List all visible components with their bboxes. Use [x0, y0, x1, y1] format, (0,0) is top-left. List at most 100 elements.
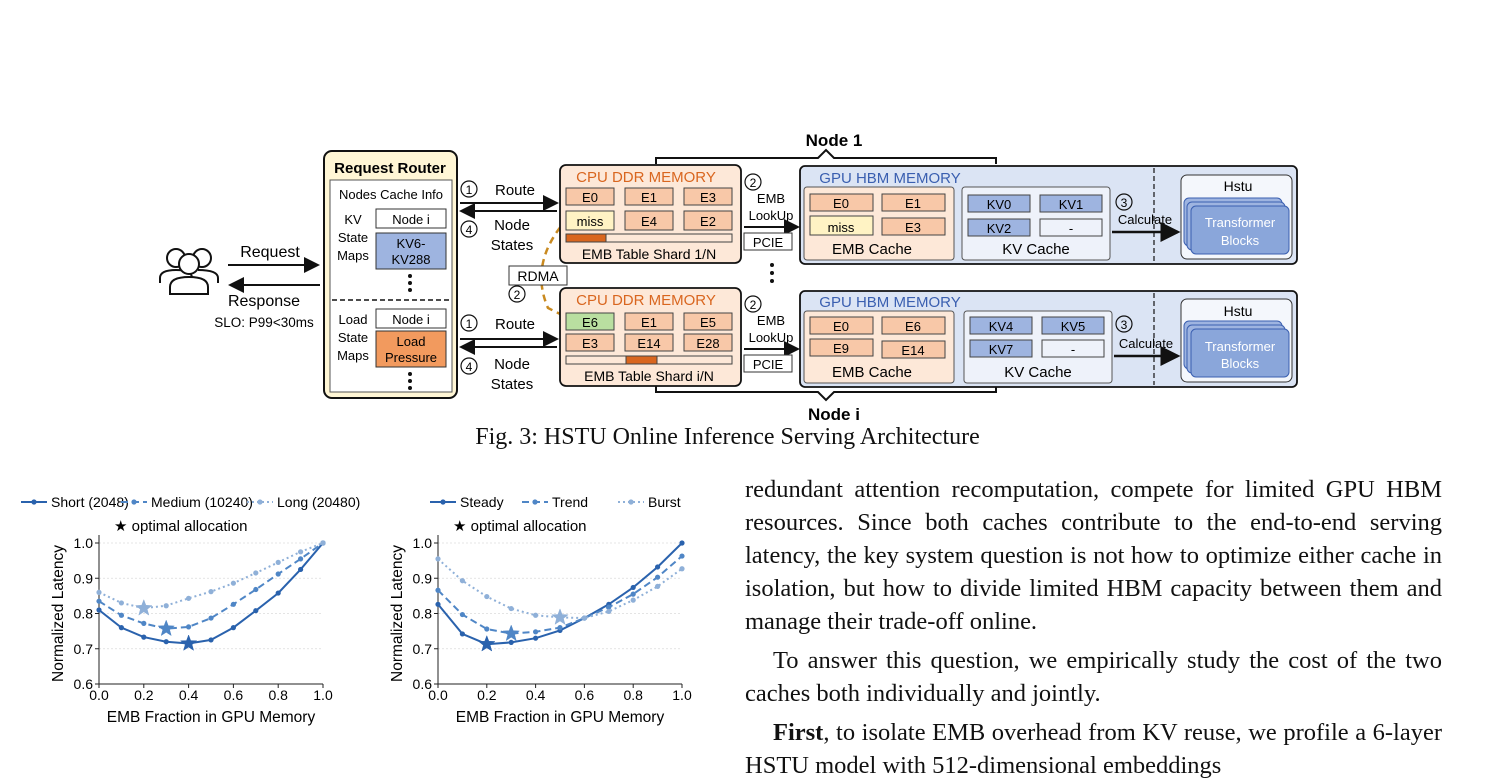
- gpu1-emb-cell: E0: [833, 196, 849, 211]
- node-states-top-1: Node: [494, 217, 530, 234]
- x-tick-label: 0.2: [134, 687, 154, 703]
- gpui-kv-cell: KV5: [1061, 319, 1086, 334]
- users-icon: [159, 248, 219, 295]
- gpui-emb-cell: E14: [901, 343, 924, 358]
- gpu1-kv-cell: KV0: [987, 197, 1012, 212]
- data-point: [655, 583, 661, 589]
- data-point: [298, 566, 304, 573]
- step-1-top: 1: [466, 183, 473, 197]
- legend-marker: [257, 499, 263, 505]
- step-2-node1: 2: [750, 176, 757, 190]
- gpui-kv-cell: KV4: [989, 319, 1014, 334]
- data-point: [96, 607, 102, 613]
- slo-label: SLO: P99<30ms: [214, 315, 314, 330]
- cpui-cell: E1: [641, 315, 657, 330]
- gpui-emb-cell: E0: [833, 319, 849, 334]
- legend-marker: [440, 499, 446, 505]
- y-axis-label: Normalized Latency: [389, 545, 406, 682]
- emb-lookup-node1-2: LookUp: [749, 208, 794, 223]
- emb-lookup-nodei-2: LookUp: [749, 330, 794, 345]
- gpu1-emb-cell: miss: [828, 220, 855, 235]
- cpui-shard-label: EMB Table Shard i/N: [584, 368, 714, 384]
- transformer-blocks-nodei-1: Transformer: [1205, 339, 1276, 354]
- router-node-i-bottom: Node i: [392, 312, 430, 327]
- kv-range-1: KV6-: [397, 236, 426, 251]
- load-state-maps-1: Load: [339, 312, 368, 327]
- data-point: [655, 574, 661, 580]
- data-point: [275, 590, 281, 596]
- data-point: [630, 591, 636, 597]
- data-point: [630, 597, 636, 603]
- gpu-hbm-nodei: GPU HBM MEMORY E0 E6 E9 E14 EMB Cache KV…: [799, 290, 1298, 388]
- x-tick-label: 1.0: [672, 687, 692, 703]
- data-point: [118, 625, 124, 631]
- data-point: [118, 612, 124, 618]
- data-point: [679, 540, 685, 546]
- cpu1-shard-label: EMB Table Shard 1/N: [582, 246, 716, 262]
- data-point: [533, 629, 539, 635]
- gpui-emb-cell: E6: [905, 319, 921, 334]
- step-2-nodei: 2: [750, 298, 757, 312]
- paragraph: To answer this question, we empirically …: [745, 647, 1442, 707]
- data-point: [253, 570, 259, 576]
- node1-brace: [655, 148, 997, 164]
- data-point: [96, 589, 102, 595]
- series-line: [98, 542, 324, 610]
- y-tick-label: 0.8: [74, 606, 94, 622]
- gpu1-emb-cell: E3: [905, 220, 921, 235]
- cpui-cell: E28: [696, 336, 719, 351]
- data-point: [163, 639, 169, 645]
- data-point: [484, 626, 490, 632]
- x-tick-label: 0.0: [428, 687, 448, 703]
- x-tick-label: 0.6: [224, 687, 244, 703]
- data-point: [459, 578, 465, 584]
- step-2-rdma: 2: [514, 288, 521, 302]
- load-pressure-1: Load: [397, 334, 426, 349]
- legend-marker: [131, 499, 137, 505]
- optimal-allocation-note: ★ optimal allocation: [114, 518, 248, 535]
- body-text: redundant attention recomputation, compe…: [745, 473, 1442, 782]
- x-axis-label: EMB Fraction in GPU Memory: [456, 709, 665, 726]
- data-point: [459, 611, 465, 618]
- y-tick-label: 1.0: [413, 535, 433, 551]
- series-line: [437, 555, 683, 635]
- data-point: [533, 612, 539, 618]
- node-states-bottom-2: States: [491, 376, 534, 393]
- optimal-star-marker: [179, 634, 198, 651]
- optimal-star-marker: [551, 608, 569, 625]
- paragraph: redundant attention recomputation, compe…: [745, 476, 1442, 635]
- figure-caption: Fig. 3: HSTU Online Inference Serving Ar…: [475, 424, 980, 450]
- cpu-ddr-nodei: CPU DDR MEMORY E6 E1 E5 E3 E14 E28 EMB T…: [559, 287, 742, 387]
- load-state-maps-3: Maps: [337, 348, 369, 363]
- hstu-label-node1: Hstu: [1224, 178, 1253, 194]
- y-tick-label: 0.6: [74, 676, 94, 692]
- data-point: [230, 580, 236, 586]
- legend-label: Short (2048): [51, 494, 129, 510]
- data-point: [275, 559, 281, 565]
- cpu1-cell: E1: [641, 190, 657, 205]
- cpu1-cell: E3: [700, 190, 716, 205]
- nodei-brace: [655, 386, 997, 402]
- data-point: [96, 598, 102, 604]
- legend-label: Long (20480): [277, 494, 360, 510]
- data-point: [253, 608, 259, 614]
- data-point: [186, 624, 192, 630]
- y-tick-label: 0.9: [74, 570, 94, 586]
- data-point: [208, 589, 214, 595]
- data-point: [533, 635, 539, 641]
- data-point: [253, 586, 259, 593]
- optimal-star-marker: [502, 624, 520, 642]
- node-states-top-2: States: [491, 237, 534, 254]
- legend-label: Medium (10240): [151, 494, 253, 510]
- x-tick-label: 1.0: [313, 687, 333, 703]
- x-tick-label: 0.8: [268, 687, 288, 703]
- response-label: Response: [228, 293, 300, 310]
- data-point: [230, 625, 236, 631]
- data-point: [508, 605, 514, 612]
- data-point: [557, 625, 563, 631]
- legend-marker: [532, 499, 538, 505]
- legend-label: Burst: [648, 494, 681, 510]
- data-point: [679, 553, 685, 559]
- data-point: [230, 601, 236, 607]
- data-point: [141, 620, 147, 626]
